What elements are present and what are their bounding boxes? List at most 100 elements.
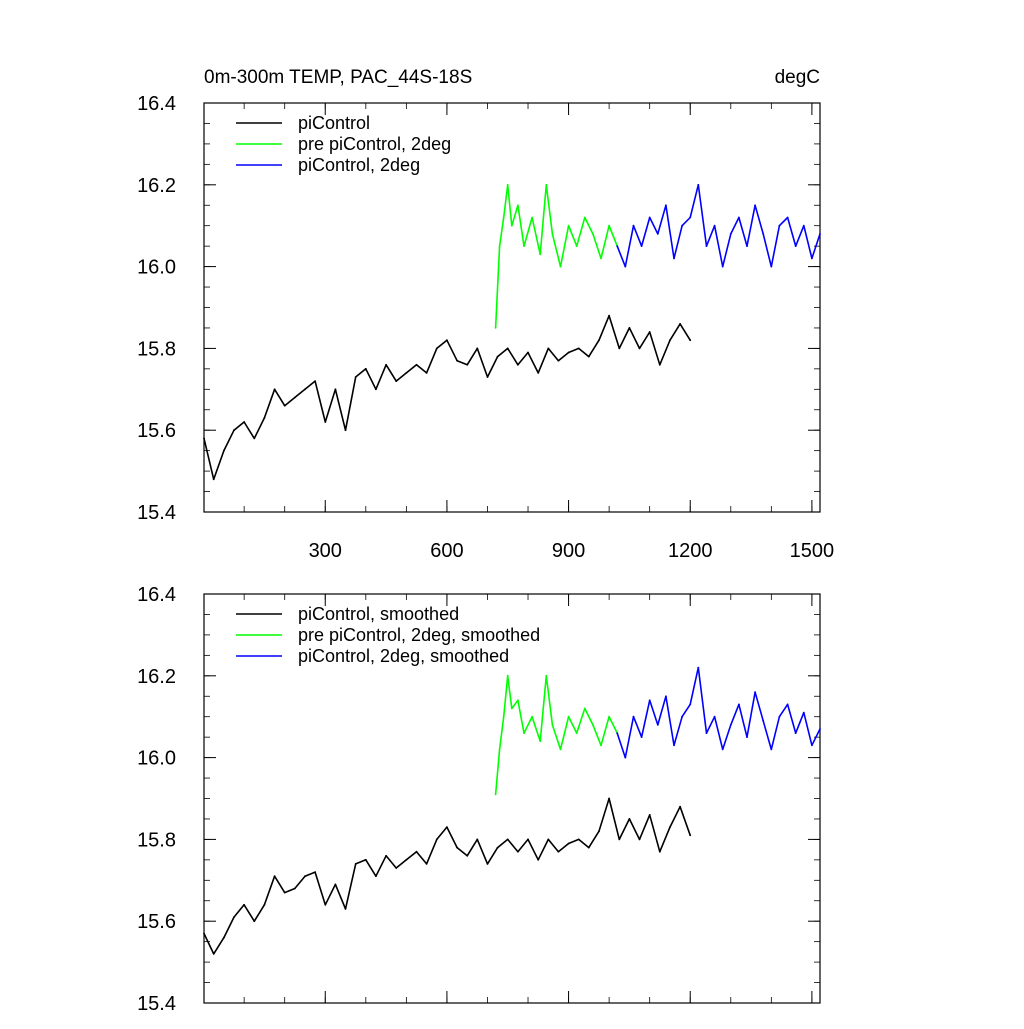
y-tick-label: 16.2	[137, 175, 176, 197]
data-point	[364, 858, 367, 861]
legend-label-3: piControl, 2deg, smoothed	[298, 646, 509, 666]
data-point	[598, 339, 600, 342]
data-point	[729, 233, 732, 235]
data-point	[243, 903, 246, 906]
data-point	[794, 245, 797, 248]
data-point	[506, 838, 509, 841]
data-point	[705, 245, 708, 248]
data-point	[517, 850, 519, 853]
x-tick-label: 300	[309, 540, 342, 562]
data-point	[385, 363, 387, 366]
y-tick-label: 16.0	[137, 257, 176, 279]
chart-panel-1: 15.4 15.6 15.8 16.0 16.2 16.4 300 600 900 1200 150…	[137, 93, 834, 562]
data-point	[557, 850, 560, 853]
data-point	[559, 748, 562, 751]
data-point	[425, 372, 428, 374]
legend-label-1: piControl	[298, 113, 370, 133]
data-point	[819, 728, 821, 730]
chart-title: 0m-300m TEMP, PAC_44S-18S	[204, 67, 472, 88]
data-point	[616, 245, 619, 248]
y-tick-label: 16.4	[137, 584, 176, 606]
data-point	[559, 265, 562, 268]
data-point	[669, 826, 671, 828]
data-point	[689, 216, 692, 219]
data-point	[697, 183, 700, 186]
series-line-1	[203, 797, 691, 955]
x-tick-label: 900	[552, 540, 585, 562]
data-point	[618, 838, 621, 841]
data-point	[415, 363, 418, 366]
data-point	[746, 245, 748, 248]
data-point	[517, 699, 519, 702]
data-point	[498, 245, 501, 248]
data-point	[435, 838, 438, 841]
data-point	[762, 233, 765, 235]
data-point	[713, 715, 716, 718]
data-point	[415, 850, 418, 853]
data-point	[713, 224, 716, 227]
data-point	[531, 715, 533, 718]
data-point	[364, 367, 367, 370]
data-point	[640, 245, 643, 248]
data-point	[395, 380, 398, 382]
data-point	[446, 339, 448, 342]
data-point	[510, 707, 513, 710]
data-point	[223, 449, 225, 452]
data-point	[539, 253, 542, 256]
data-point	[673, 257, 675, 260]
data-point	[754, 691, 756, 694]
data-point	[575, 732, 578, 734]
data-point	[344, 908, 347, 910]
y-tick-label: 15.4	[137, 502, 176, 524]
data-point	[537, 372, 540, 374]
data-point	[592, 233, 594, 235]
chart-units-label: degC	[775, 67, 820, 88]
data-point	[506, 183, 509, 186]
data-point	[233, 429, 235, 432]
data-point	[575, 245, 578, 248]
data-point	[273, 388, 276, 391]
data-point	[587, 355, 590, 358]
data-point	[681, 224, 683, 227]
data-point	[600, 744, 602, 747]
data-point	[658, 363, 661, 366]
data-point	[638, 347, 641, 350]
y-tick-label: 16.2	[137, 666, 176, 688]
data-point	[324, 421, 327, 423]
y-tick-label: 16.4	[137, 93, 176, 115]
data-point	[273, 875, 276, 878]
data-point	[385, 854, 387, 857]
data-point	[456, 846, 458, 849]
data-point	[253, 437, 256, 440]
data-point	[638, 838, 641, 841]
data-point	[689, 834, 692, 837]
data-point	[794, 732, 797, 734]
data-point	[802, 224, 805, 227]
legend-label-2: pre piControl, 2deg	[298, 134, 451, 154]
data-point	[344, 429, 347, 432]
data-point	[598, 830, 600, 833]
data-point	[494, 793, 497, 796]
data-point	[354, 863, 357, 865]
x-tick-label: 600	[430, 540, 463, 562]
series-line-3	[616, 184, 821, 268]
series-line-2	[494, 184, 618, 328]
data-point	[212, 478, 215, 481]
data-point	[496, 355, 499, 358]
data-point	[547, 838, 550, 841]
data-point	[587, 846, 590, 849]
data-point	[786, 703, 789, 706]
data-point	[705, 732, 708, 734]
data-point	[583, 216, 586, 219]
data-point	[486, 376, 489, 378]
data-point	[446, 826, 448, 828]
data-point	[632, 224, 635, 227]
data-point	[334, 388, 337, 391]
y-tick-label: 15.6	[137, 911, 176, 933]
data-point	[746, 736, 748, 738]
data-point	[304, 388, 306, 391]
data-point	[517, 204, 519, 207]
data-point	[656, 233, 659, 235]
data-point	[486, 863, 489, 865]
data-point	[523, 732, 525, 734]
